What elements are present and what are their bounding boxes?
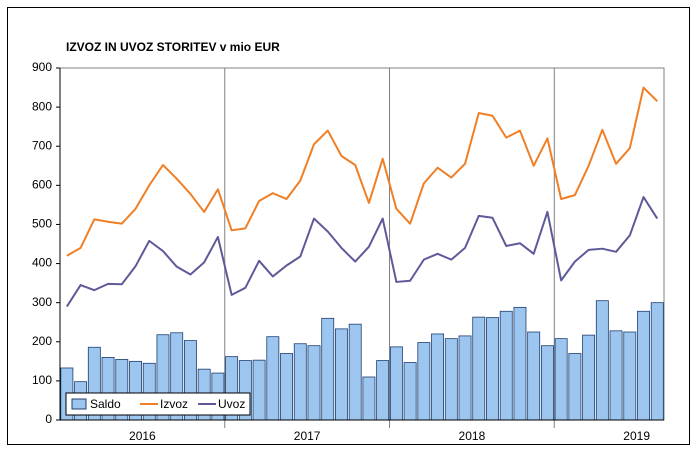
bar: [403, 362, 417, 421]
bar: [389, 346, 403, 421]
bar: [417, 342, 431, 421]
bar: [650, 302, 664, 421]
x-group-label: 2019: [623, 429, 650, 443]
y-tick-label: 900: [32, 60, 52, 74]
y-tick-label: 600: [32, 178, 52, 192]
x-group-label: 2016: [129, 429, 156, 443]
y-tick-label: 500: [32, 217, 52, 231]
bar: [362, 376, 376, 421]
y-tick-label: 0: [45, 412, 52, 426]
y-tick-label: 700: [32, 138, 52, 152]
x-group-label: 2018: [459, 429, 486, 443]
bar: [540, 345, 554, 421]
bar: [527, 331, 541, 421]
y-tick-label: 800: [32, 99, 52, 113]
y-tick-label: 200: [32, 334, 52, 348]
bar: [335, 328, 348, 421]
bar: [623, 331, 637, 421]
bar: [609, 330, 623, 421]
bar: [499, 310, 513, 421]
bar: [554, 338, 568, 421]
bar: [637, 310, 650, 421]
bar: [458, 335, 472, 421]
x-group-label: 2017: [294, 429, 321, 443]
bar: [280, 353, 293, 421]
legend-swatch: [71, 398, 87, 410]
bar: [252, 359, 266, 421]
line: [66, 86, 658, 257]
legend-label: Izvoz: [160, 397, 188, 411]
bar: [321, 317, 335, 421]
legend-label: Saldo: [90, 397, 121, 411]
bar: [486, 317, 499, 421]
bar: [444, 338, 458, 421]
line: [66, 196, 659, 308]
bar: [472, 316, 486, 421]
bar: [431, 333, 445, 421]
bar: [568, 353, 582, 421]
bar: [293, 343, 307, 421]
bar: [307, 345, 321, 421]
y-tick-label: 300: [32, 295, 52, 309]
legend-label: Uvoz: [218, 397, 245, 411]
chart-title: IZVOZ IN UVOZ STORITEV v mio EUR: [66, 40, 280, 54]
bar: [582, 334, 596, 421]
bar: [376, 360, 390, 421]
y-tick-label: 100: [32, 373, 52, 387]
bar: [513, 306, 527, 421]
bar: [595, 300, 609, 421]
bar: [348, 323, 362, 421]
y-tick-label: 400: [32, 256, 52, 270]
bar: [266, 336, 280, 421]
legend: Saldo Izvoz Uvoz: [65, 392, 251, 416]
